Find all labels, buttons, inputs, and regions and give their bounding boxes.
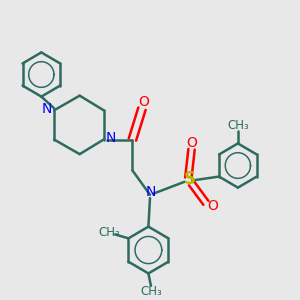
Text: O: O <box>138 95 149 109</box>
Text: CH₃: CH₃ <box>227 119 249 132</box>
Text: CH₃: CH₃ <box>140 285 162 298</box>
Text: N: N <box>146 185 156 199</box>
Text: CH₃: CH₃ <box>98 226 120 239</box>
Text: N: N <box>42 102 52 116</box>
Text: O: O <box>207 199 218 212</box>
Text: N: N <box>106 131 116 145</box>
Text: O: O <box>187 136 198 150</box>
Text: S: S <box>184 170 196 188</box>
